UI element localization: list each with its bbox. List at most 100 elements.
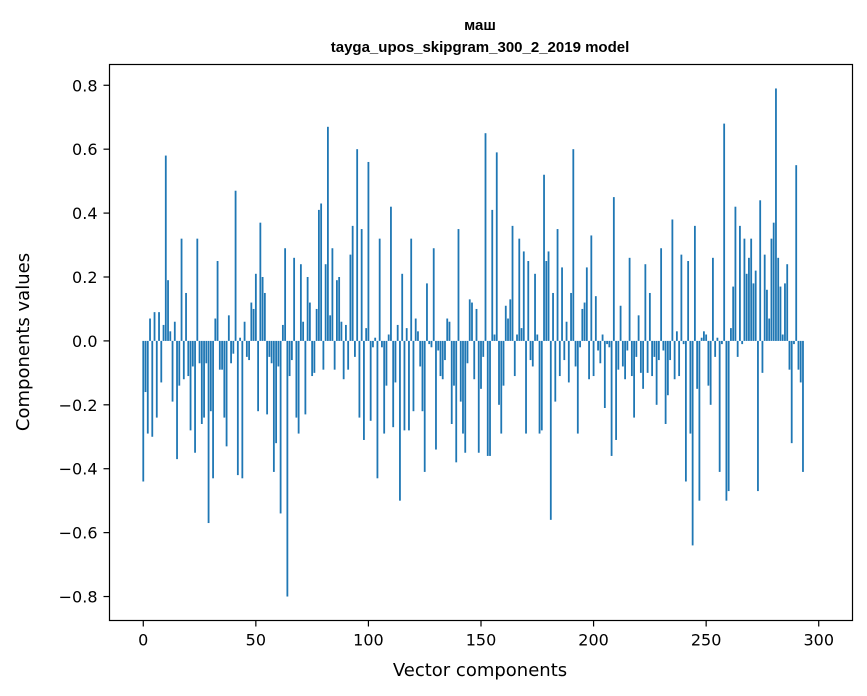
bar <box>245 340 248 357</box>
bar <box>727 340 730 492</box>
bar <box>284 248 287 341</box>
bar <box>468 299 471 341</box>
bar <box>698 340 701 501</box>
bar <box>444 340 446 361</box>
bar <box>306 276 309 341</box>
bar <box>538 340 541 434</box>
bar <box>592 340 595 377</box>
bars-group <box>142 88 804 597</box>
bar <box>250 302 253 341</box>
bar <box>610 340 613 456</box>
bar <box>182 340 185 380</box>
bar <box>588 340 590 380</box>
bar <box>648 292 651 341</box>
bar <box>684 340 687 482</box>
bar <box>329 315 332 341</box>
bar <box>288 340 291 377</box>
bar <box>471 302 473 341</box>
bar <box>227 315 230 341</box>
bar <box>671 219 674 341</box>
bar <box>349 254 352 341</box>
bar <box>270 340 273 364</box>
bar <box>176 340 178 460</box>
bar <box>200 340 203 424</box>
bar <box>770 238 773 341</box>
bar <box>554 340 557 402</box>
bar <box>680 254 683 341</box>
bar <box>646 340 649 373</box>
bar <box>509 299 512 341</box>
bar <box>173 321 176 341</box>
bar <box>657 340 660 361</box>
bar <box>781 334 784 341</box>
bar <box>714 340 717 357</box>
bar <box>563 340 566 361</box>
bar <box>691 340 694 546</box>
bar <box>489 340 491 456</box>
bar <box>556 229 559 341</box>
bar <box>498 340 500 405</box>
bar <box>158 312 160 341</box>
bar <box>293 257 296 341</box>
bar <box>342 340 345 380</box>
bar <box>759 200 762 341</box>
bar <box>209 340 212 412</box>
x-tick-label: 300 <box>803 631 834 650</box>
bar <box>642 340 645 389</box>
bar <box>189 340 192 431</box>
bar <box>432 248 435 341</box>
bar <box>412 340 415 412</box>
bar <box>525 340 527 434</box>
bar <box>777 257 780 341</box>
bar <box>383 340 386 434</box>
bar <box>205 340 208 364</box>
bar <box>732 286 735 341</box>
bar <box>363 340 365 440</box>
bar <box>626 340 629 351</box>
bar <box>225 340 228 447</box>
bar <box>230 340 232 364</box>
x-tick-label: 250 <box>691 631 722 650</box>
bar <box>486 340 489 456</box>
bar <box>207 340 210 524</box>
bar <box>615 340 617 440</box>
bar <box>257 340 259 412</box>
y-axis-ticks: 0.8 0.6 0.4 0.2 0.0 −0.2 −0.4 −0.6 −0.8 <box>59 76 110 607</box>
bar <box>290 340 293 361</box>
bar <box>761 340 764 373</box>
bar <box>673 340 676 380</box>
bar <box>637 315 640 341</box>
y-axis-label: Components values <box>13 253 34 431</box>
bar <box>367 161 370 341</box>
bar <box>655 340 658 405</box>
x-tick-label: 100 <box>353 631 384 650</box>
bar <box>594 296 597 341</box>
bar <box>266 340 269 415</box>
bar <box>558 340 561 377</box>
bar <box>428 340 431 345</box>
bar <box>547 251 550 341</box>
bar <box>619 305 622 341</box>
bar <box>435 340 437 450</box>
bar <box>644 264 647 341</box>
bar <box>243 321 246 341</box>
bar <box>500 340 503 434</box>
bar <box>718 340 721 472</box>
bar <box>518 238 521 341</box>
bar <box>507 318 509 341</box>
bar <box>232 340 235 354</box>
bar <box>635 340 638 357</box>
y-tick-label: 0.4 <box>72 204 97 223</box>
bar <box>511 225 514 341</box>
bar <box>196 238 199 341</box>
bar <box>234 190 237 341</box>
bar <box>581 308 584 341</box>
bar <box>705 334 708 341</box>
bar <box>146 340 149 434</box>
bar <box>536 334 539 341</box>
y-tick-label: 0.6 <box>72 140 97 159</box>
bar <box>263 292 266 341</box>
bar <box>417 331 419 341</box>
bar <box>236 340 239 476</box>
